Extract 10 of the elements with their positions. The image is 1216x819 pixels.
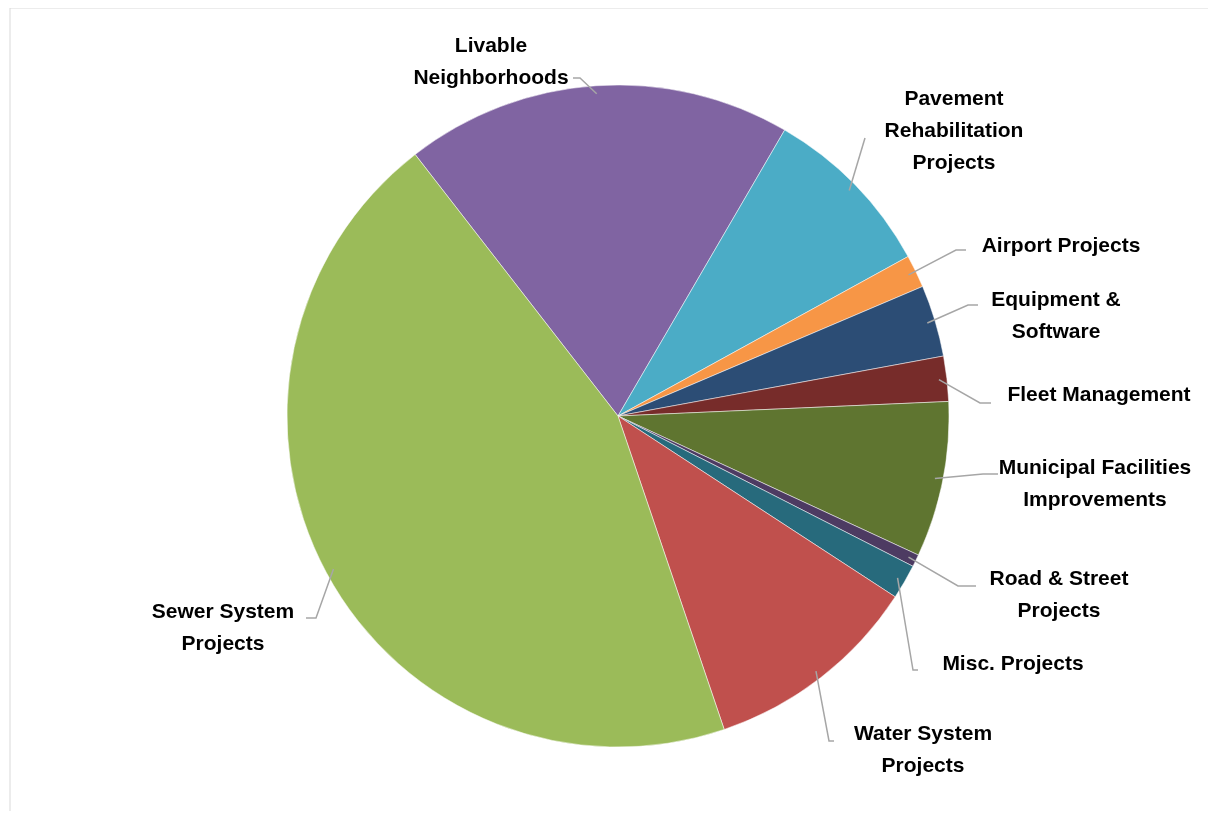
- slice-label: Water System Projects: [853, 721, 993, 776]
- slice-label: Road & Street Projects: [989, 566, 1129, 621]
- slice-label: Fleet Management: [1007, 382, 1191, 405]
- slice-label: Airport Projects: [981, 233, 1141, 256]
- slice-label: Pavement Rehabilitation Projects: [884, 86, 1024, 173]
- slice-label: Livable Neighborhoods: [413, 33, 569, 88]
- slice-label: Misc. Projects: [942, 651, 1084, 674]
- slice-label: Municipal Facilities Improvements: [998, 455, 1192, 510]
- slice-label: Sewer System Projects: [151, 599, 295, 654]
- slice-label: Equipment & Software: [991, 287, 1121, 342]
